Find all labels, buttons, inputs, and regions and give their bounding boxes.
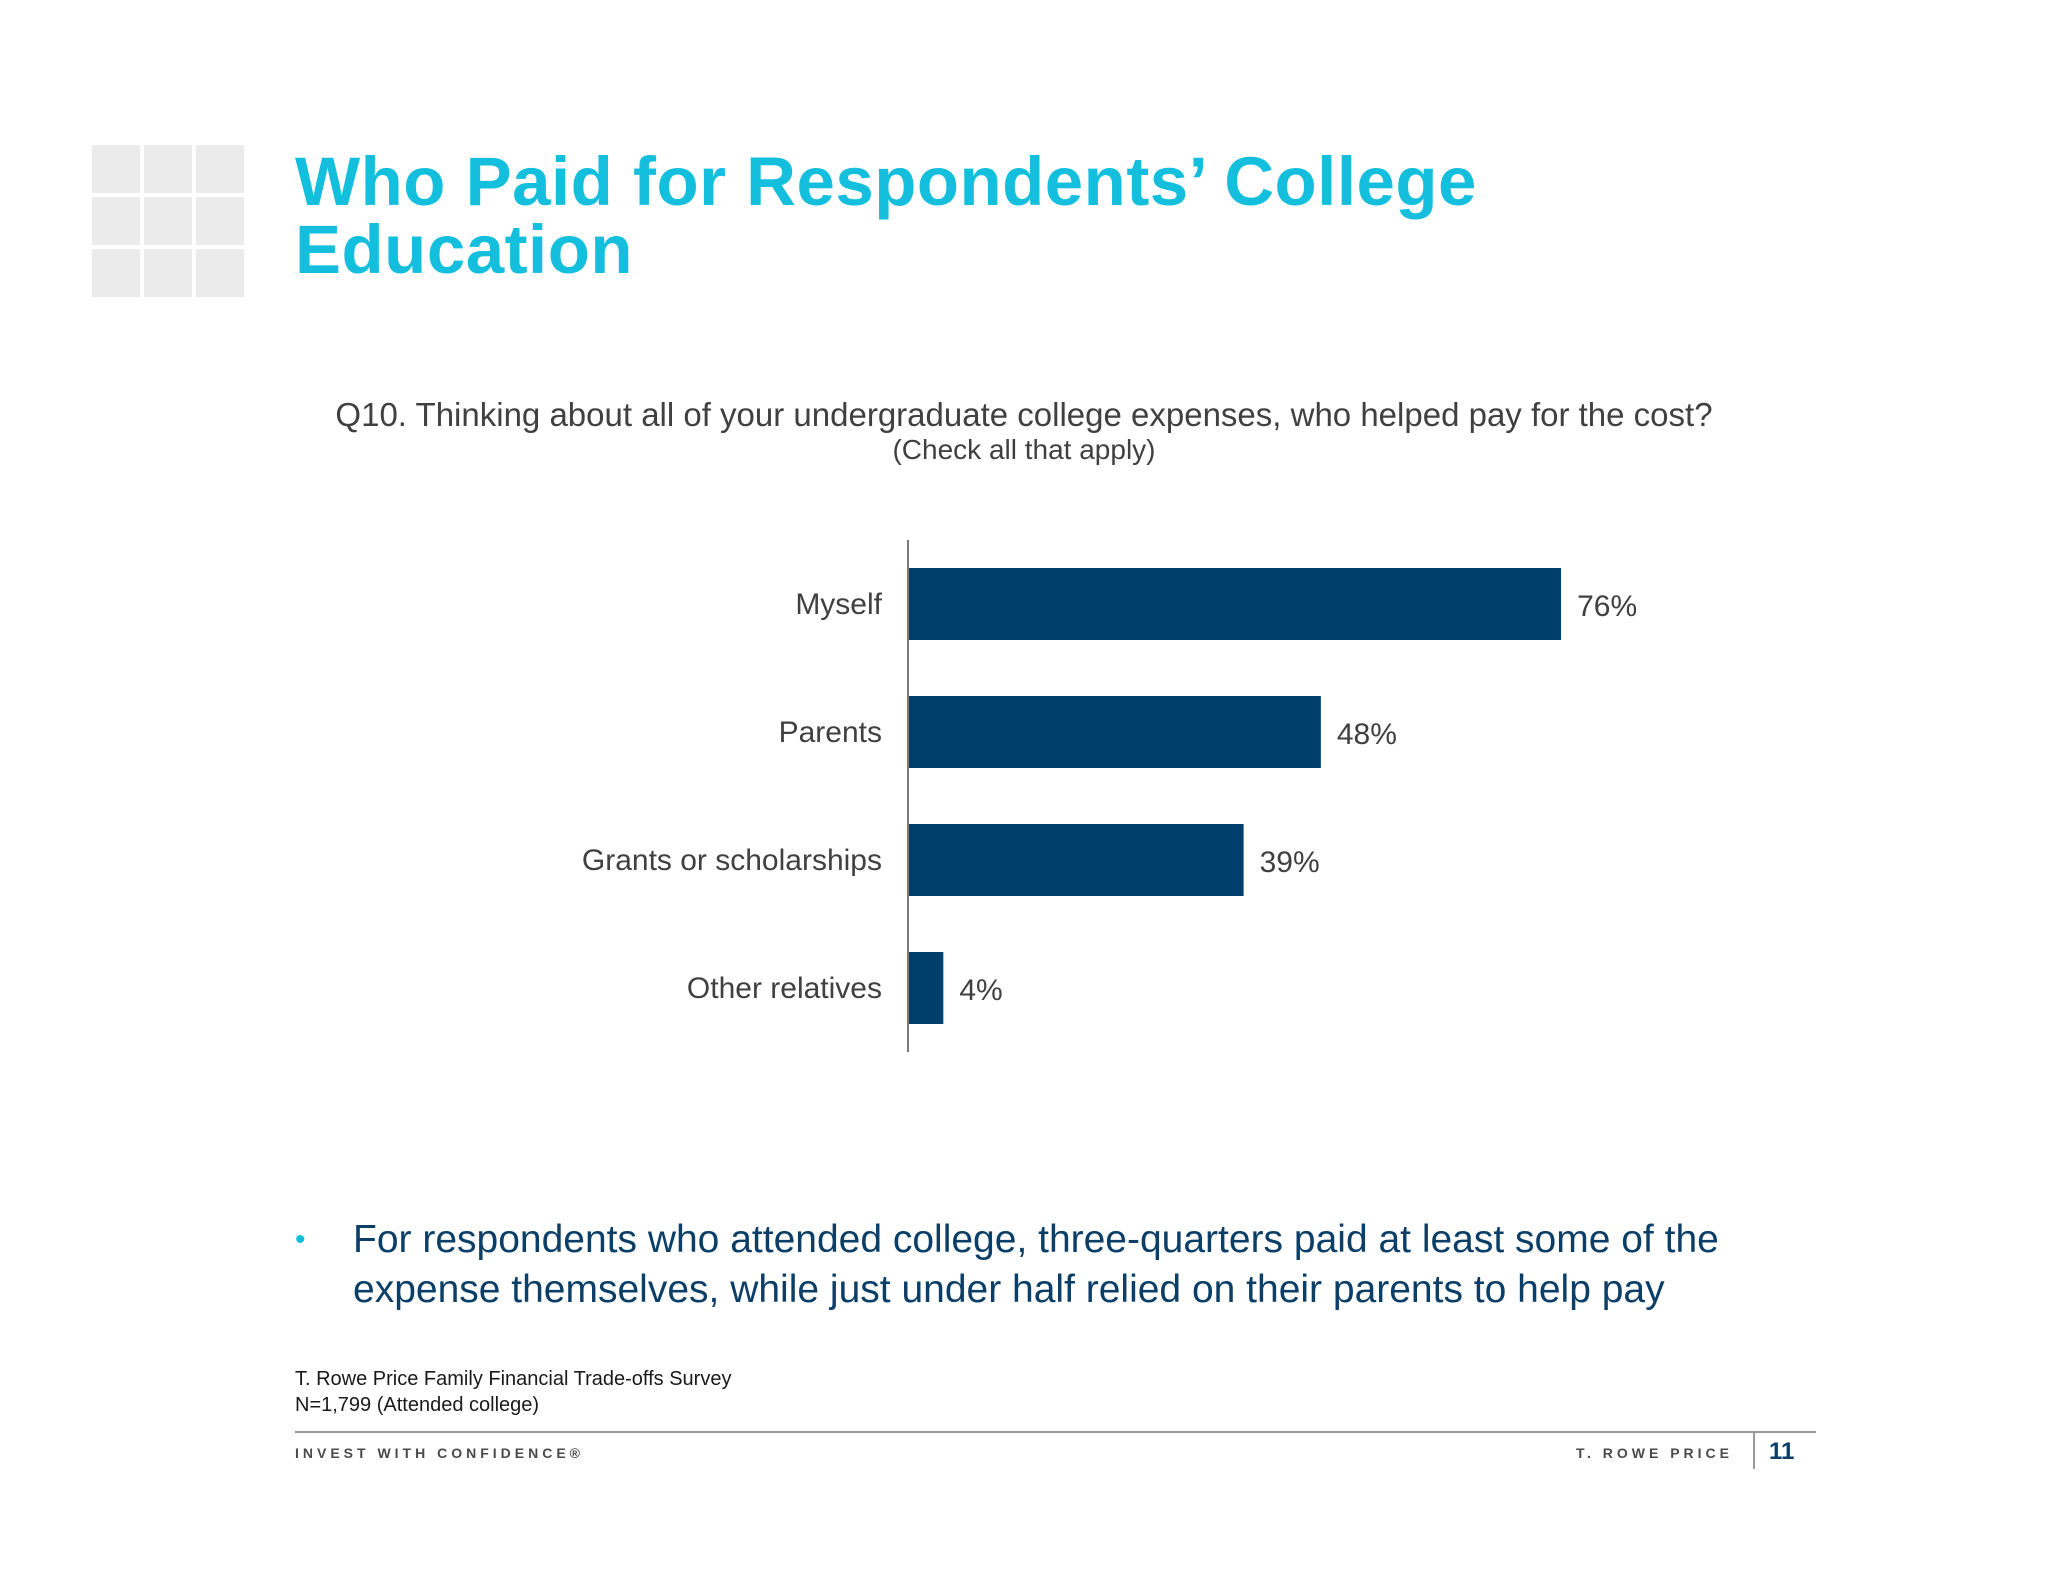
bar-grants-or-scholarships bbox=[909, 824, 1244, 896]
bullet-dot-icon: • bbox=[295, 1223, 306, 1256]
data-label: 76% bbox=[1577, 590, 1637, 623]
question-text: Q10. Thinking about all of your undergra… bbox=[0, 395, 2048, 465]
data-label: 48% bbox=[1337, 718, 1397, 751]
bar-parents bbox=[909, 696, 1321, 768]
page-title: Who Paid for Respondents’ College Educat… bbox=[295, 143, 1477, 288]
category-label: Other relatives bbox=[687, 972, 882, 1005]
page-number: 11 bbox=[1769, 1438, 1795, 1465]
footer-tagline: INVEST WITH CONFIDENCE® bbox=[295, 1445, 584, 1461]
bar-myself bbox=[909, 568, 1562, 640]
source-note: T. Rowe Price Family Financial Trade-off… bbox=[295, 1366, 731, 1418]
data-label: 4% bbox=[959, 974, 1002, 1007]
question-main: Q10. Thinking about all of your undergra… bbox=[335, 396, 1713, 433]
category-label: Parents bbox=[779, 716, 882, 749]
category-label: Myself bbox=[795, 588, 882, 621]
logo-grid-icon bbox=[92, 145, 244, 297]
source-line-2: N=1,799 (Attended college) bbox=[295, 1394, 540, 1416]
footer-brand: T. ROWE PRICE bbox=[1576, 1445, 1734, 1461]
question-note: (Check all that apply) bbox=[892, 434, 1156, 465]
footer-vertical-divider bbox=[1753, 1431, 1755, 1469]
data-label: 39% bbox=[1260, 846, 1320, 879]
bar-other-relatives bbox=[909, 952, 944, 1024]
source-line-1: T. Rowe Price Family Financial Trade-off… bbox=[295, 1368, 732, 1390]
bullet-text: For respondents who attended college, th… bbox=[353, 1218, 1719, 1311]
footer-divider-line bbox=[295, 1431, 1816, 1433]
category-label: Grants or scholarships bbox=[582, 844, 882, 877]
